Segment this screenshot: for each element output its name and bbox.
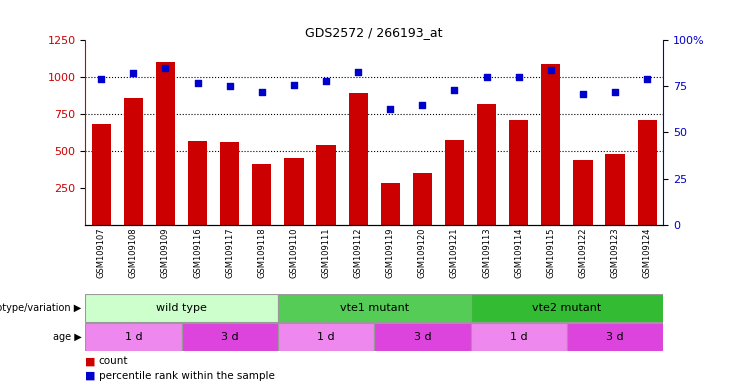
Point: [641, 76, 653, 82]
Bar: [509, 120, 528, 225]
Text: ■: ■: [85, 356, 99, 366]
Bar: [348, 93, 368, 225]
Bar: [278, 295, 471, 322]
Bar: [445, 140, 464, 225]
Bar: [605, 154, 625, 225]
Bar: [471, 295, 663, 322]
Bar: [374, 323, 471, 351]
Bar: [85, 323, 182, 351]
Bar: [252, 164, 271, 225]
Bar: [220, 142, 239, 225]
Text: 3 d: 3 d: [221, 332, 239, 342]
Point: [609, 89, 621, 95]
Bar: [471, 323, 567, 351]
Bar: [85, 295, 278, 322]
Text: vte2 mutant: vte2 mutant: [532, 303, 602, 313]
Bar: [182, 323, 278, 351]
Title: GDS2572 / 266193_at: GDS2572 / 266193_at: [305, 26, 443, 39]
Point: [256, 89, 268, 95]
Text: 1 d: 1 d: [510, 332, 528, 342]
Point: [320, 78, 332, 84]
Point: [513, 74, 525, 80]
Bar: [381, 183, 400, 225]
Point: [385, 106, 396, 112]
Point: [192, 79, 204, 86]
Bar: [477, 104, 496, 225]
Text: age ▶: age ▶: [53, 332, 82, 342]
Text: vte1 mutant: vte1 mutant: [339, 303, 409, 313]
Bar: [124, 98, 143, 225]
Text: 1 d: 1 d: [317, 332, 335, 342]
Point: [288, 81, 300, 88]
Bar: [637, 120, 657, 225]
Bar: [413, 173, 432, 225]
Bar: [156, 63, 175, 225]
Point: [352, 69, 364, 75]
Point: [448, 87, 460, 93]
Bar: [541, 64, 560, 225]
Bar: [278, 323, 374, 351]
Bar: [92, 124, 111, 225]
Text: 1 d: 1 d: [124, 332, 142, 342]
Text: 3 d: 3 d: [606, 332, 624, 342]
Text: percentile rank within the sample: percentile rank within the sample: [99, 371, 274, 381]
Bar: [285, 158, 304, 225]
Point: [96, 76, 107, 82]
Text: count: count: [99, 356, 128, 366]
Point: [224, 83, 236, 89]
Point: [159, 65, 171, 71]
Bar: [574, 160, 593, 225]
Bar: [188, 141, 207, 225]
Point: [545, 67, 556, 73]
Point: [577, 91, 589, 97]
Point: [416, 102, 428, 108]
Text: ■: ■: [85, 371, 99, 381]
Point: [127, 70, 139, 76]
Point: [481, 74, 493, 80]
Text: 3 d: 3 d: [413, 332, 431, 342]
Bar: [316, 145, 336, 225]
Bar: [567, 323, 663, 351]
Text: genotype/variation ▶: genotype/variation ▶: [0, 303, 82, 313]
Text: wild type: wild type: [156, 303, 207, 313]
